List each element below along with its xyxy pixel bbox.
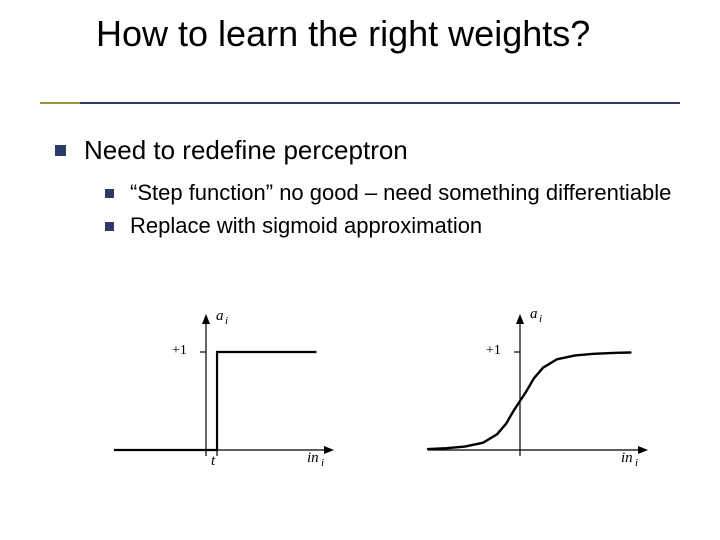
step-graph-y-label: a <box>216 308 224 325</box>
slide-title: How to learn the right weights? <box>96 14 636 54</box>
step-graph-y-label-sub: i <box>225 315 228 327</box>
graphs-region: a i +1 t in i a i +1 in i <box>110 310 670 510</box>
bullet-l2-text: “Step function” no good – need something… <box>130 180 671 207</box>
title-block: How to learn the right weights? <box>96 14 636 54</box>
bullet-l2: “Step function” no good – need something… <box>105 180 675 207</box>
slide: How to learn the right weights? Need to … <box>0 0 720 540</box>
bullet-l2-text: Replace with sigmoid approximation <box>130 213 482 240</box>
sigmoid-graph-y-label-sub: i <box>539 313 542 325</box>
step-graph-x-label: in <box>307 450 319 467</box>
bullet-l1: Need to redefine perceptron <box>55 135 675 166</box>
sigmoid-graph-x-label: in <box>621 450 633 467</box>
step-function-graph: a i +1 t in i <box>110 310 346 486</box>
body: Need to redefine perceptron “Step functi… <box>55 135 675 246</box>
bullet-square-icon <box>55 145 66 156</box>
sigmoid-graph-y-label: a <box>530 306 538 323</box>
title-underline <box>40 102 680 104</box>
bullet-square-icon <box>105 189 114 198</box>
bullet-square-icon <box>105 222 114 231</box>
step-graph-threshold-label: t <box>211 453 215 470</box>
sigmoid-graph-x-label-sub: i <box>635 457 638 469</box>
step-graph-plus-one: +1 <box>172 343 187 359</box>
bullet-l2: Replace with sigmoid approximation <box>105 213 675 240</box>
title-underline-accent <box>40 102 80 104</box>
sigmoid-graph: a i +1 in i <box>424 310 660 486</box>
sigmoid-graph-plus-one: +1 <box>486 343 501 359</box>
step-graph-x-label-sub: i <box>321 457 324 469</box>
bullet-l1-text: Need to redefine perceptron <box>84 135 408 166</box>
